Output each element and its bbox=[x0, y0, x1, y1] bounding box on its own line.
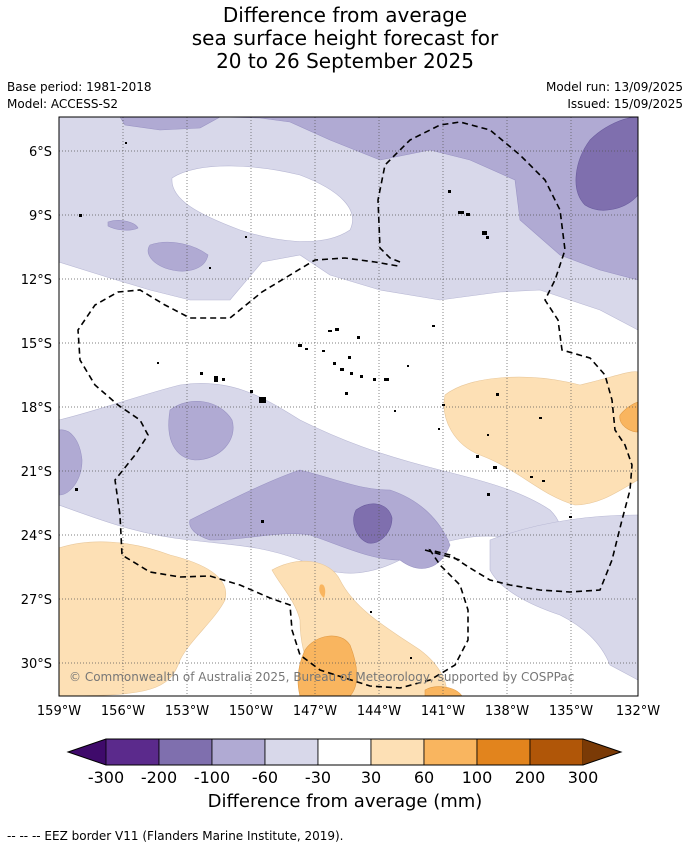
title-line-2: sea surface height forecast for bbox=[191, 26, 499, 50]
lat-labels: 6°S 9°S 12°S 15°S 18°S 21°S 24°S 27°S 30… bbox=[21, 145, 52, 672]
lon-label: 144°W bbox=[357, 704, 401, 719]
anomaly-patch-c bbox=[168, 401, 234, 461]
issued-date: Issued: 15/09/2025 bbox=[567, 97, 683, 111]
positive-speck bbox=[319, 584, 326, 598]
lon-label: 132°W bbox=[616, 704, 660, 719]
lat-label: 9°S bbox=[29, 209, 52, 224]
lat-label: 18°S bbox=[21, 401, 52, 416]
positive-core-south bbox=[297, 635, 358, 696]
colorbar-segment bbox=[423, 738, 478, 766]
islands bbox=[75, 142, 572, 659]
positive-band-sw bbox=[59, 541, 227, 696]
title-line-1: Difference from average bbox=[222, 3, 468, 27]
colorbar-outline bbox=[66, 738, 623, 766]
copyright-text: © Commonwealth of Australia 2025, Bureau… bbox=[69, 670, 574, 684]
anomaly-patch-e bbox=[59, 429, 83, 496]
colorbar-segment bbox=[317, 738, 372, 766]
colorbar-title: Difference from average (mm) bbox=[207, 791, 483, 812]
colorbar-under-arrow bbox=[68, 739, 106, 765]
model-run: Model run: 13/09/2025 bbox=[545, 80, 683, 94]
colorbar-tick: -200 bbox=[141, 768, 177, 787]
colorbar-tick: -100 bbox=[194, 768, 230, 787]
positive-band-east bbox=[443, 371, 638, 506]
base-period: Base period: 1981-2018 bbox=[7, 80, 152, 94]
model-name: Model: ACCESS-S2 bbox=[7, 97, 119, 111]
title-line-3: 20 to 26 September 2025 bbox=[216, 49, 474, 73]
colorbar-segment bbox=[105, 738, 160, 766]
meta-right: Model run: 13/09/2025 Issued: 15/09/2025 bbox=[546, 79, 683, 113]
eez-border bbox=[77, 121, 633, 689]
lon-label: 153°W bbox=[165, 704, 209, 719]
colorbar-tick: -300 bbox=[88, 768, 124, 787]
colorbar-segment bbox=[529, 738, 584, 766]
colorbar-tick: -30 bbox=[305, 768, 331, 787]
anomaly-core-mid bbox=[353, 503, 393, 544]
colorbar-tick: 100 bbox=[462, 768, 493, 787]
lat-label: 24°S bbox=[21, 529, 52, 544]
colorbar-tick: 60 bbox=[414, 768, 434, 787]
colorbar-tick: 200 bbox=[515, 768, 546, 787]
lat-label: 12°S bbox=[21, 273, 52, 288]
anomaly-patch-nw bbox=[119, 117, 221, 131]
lat-label: 15°S bbox=[21, 337, 52, 352]
map-frame bbox=[58, 116, 639, 697]
meta-left: Base period: 1981-2018 Model: ACCESS-S2 bbox=[7, 79, 152, 113]
positive-core-east bbox=[619, 401, 638, 433]
eez-border-segment bbox=[424, 549, 461, 561]
anomaly-patch-a bbox=[147, 241, 209, 272]
eez-legend-footer: -- -- -- EEZ border V11 (Flanders Marine… bbox=[7, 829, 344, 843]
colorbar-tick: -60 bbox=[252, 768, 278, 787]
positive-core-south-small bbox=[424, 686, 463, 696]
lon-label: 138°W bbox=[485, 704, 529, 719]
colorbar-segment bbox=[370, 738, 425, 766]
anomaly-band-se bbox=[489, 514, 638, 681]
colorbar bbox=[66, 738, 623, 766]
lat-label: 21°S bbox=[21, 465, 52, 480]
colorbar-ticks: -300 -200 -100 -60 -30 30 60 100 200 300 bbox=[88, 768, 598, 787]
colorbar-tick: 30 bbox=[361, 768, 381, 787]
lon-label: 159°W bbox=[37, 704, 81, 719]
anomaly-patch-d bbox=[189, 469, 451, 569]
lat-label: 6°S bbox=[29, 145, 52, 160]
anomaly-core-ne bbox=[575, 117, 638, 211]
lat-label: 27°S bbox=[21, 593, 52, 608]
lon-label: 147°W bbox=[293, 704, 337, 719]
neutral-patch-north bbox=[171, 165, 353, 242]
lon-label: 135°W bbox=[549, 704, 593, 719]
map-panel: © Commonwealth of Australia 2025, Bureau… bbox=[59, 117, 638, 696]
lat-label: 30°S bbox=[21, 657, 52, 672]
colorbar-segment bbox=[264, 738, 319, 766]
colorbar-segment bbox=[476, 738, 531, 766]
colorbar-segment bbox=[158, 738, 213, 766]
lon-label: 150°W bbox=[229, 704, 273, 719]
map-title: Difference from average sea surface heig… bbox=[0, 4, 690, 73]
colorbar-segment bbox=[211, 738, 266, 766]
colorbar-over-arrow bbox=[583, 739, 621, 765]
lon-label: 156°W bbox=[101, 704, 145, 719]
lon-label: 141°W bbox=[421, 704, 465, 719]
graticule bbox=[59, 117, 638, 696]
anomaly-band-north-medium bbox=[219, 117, 638, 281]
colorbar-tick: 300 bbox=[568, 768, 599, 787]
lon-labels: 159°W 156°W 153°W 150°W 147°W 144°W 141°… bbox=[37, 704, 660, 719]
